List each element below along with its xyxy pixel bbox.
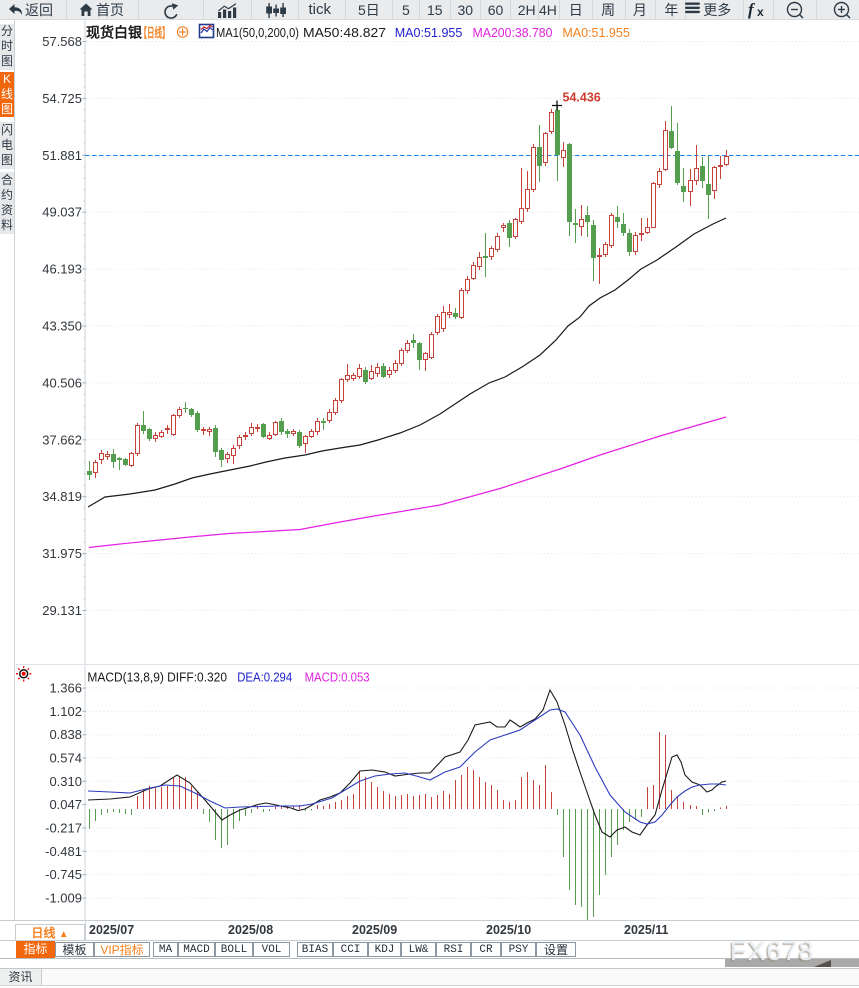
svg-text:MA0:51.955: MA0:51.955 bbox=[562, 25, 629, 40]
svg-text:-0.481: -0.481 bbox=[45, 844, 82, 859]
svg-text:MACD:0.053: MACD:0.053 bbox=[305, 670, 370, 685]
svg-text:MA200:38.780: MA200:38.780 bbox=[473, 25, 553, 40]
svg-text:37.662: 37.662 bbox=[42, 432, 82, 447]
svg-text:40.506: 40.506 bbox=[42, 375, 82, 390]
svg-text:0.838: 0.838 bbox=[49, 727, 82, 742]
svg-text:1.102: 1.102 bbox=[49, 704, 82, 719]
svg-text:0.574: 0.574 bbox=[49, 751, 82, 766]
svg-text:MA0:51.955: MA0:51.955 bbox=[395, 25, 463, 40]
svg-text:MA1(50,0,200,0): MA1(50,0,200,0) bbox=[216, 25, 299, 40]
svg-text:54.725: 54.725 bbox=[42, 91, 82, 106]
svg-text:DEA:0.294: DEA:0.294 bbox=[237, 670, 292, 685]
svg-text:-1.009: -1.009 bbox=[45, 891, 82, 906]
svg-text:29.131: 29.131 bbox=[42, 603, 82, 618]
svg-text:31.975: 31.975 bbox=[42, 546, 82, 561]
svg-text:MACD(13,8,9) DIFF:0.320: MACD(13,8,9) DIFF:0.320 bbox=[87, 670, 227, 685]
svg-text:1.366: 1.366 bbox=[49, 681, 82, 696]
svg-text:现货白银: 现货白银 bbox=[86, 25, 143, 41]
svg-text:0.047: 0.047 bbox=[49, 797, 82, 812]
svg-text:0.310: 0.310 bbox=[49, 774, 82, 789]
svg-text:34.819: 34.819 bbox=[42, 489, 82, 504]
svg-text:43.350: 43.350 bbox=[42, 319, 82, 334]
svg-text:MA50:48.827: MA50:48.827 bbox=[303, 25, 386, 40]
svg-text:-0.745: -0.745 bbox=[45, 867, 82, 882]
svg-text:51.881: 51.881 bbox=[42, 148, 82, 163]
svg-text:54.436: 54.436 bbox=[563, 91, 601, 105]
svg-text:-0.217: -0.217 bbox=[45, 821, 82, 836]
svg-text:57.568: 57.568 bbox=[42, 34, 82, 49]
svg-text:46.193: 46.193 bbox=[42, 262, 82, 277]
svg-text:49.037: 49.037 bbox=[42, 205, 82, 220]
svg-text:【日线】: 【日线】 bbox=[140, 26, 170, 41]
